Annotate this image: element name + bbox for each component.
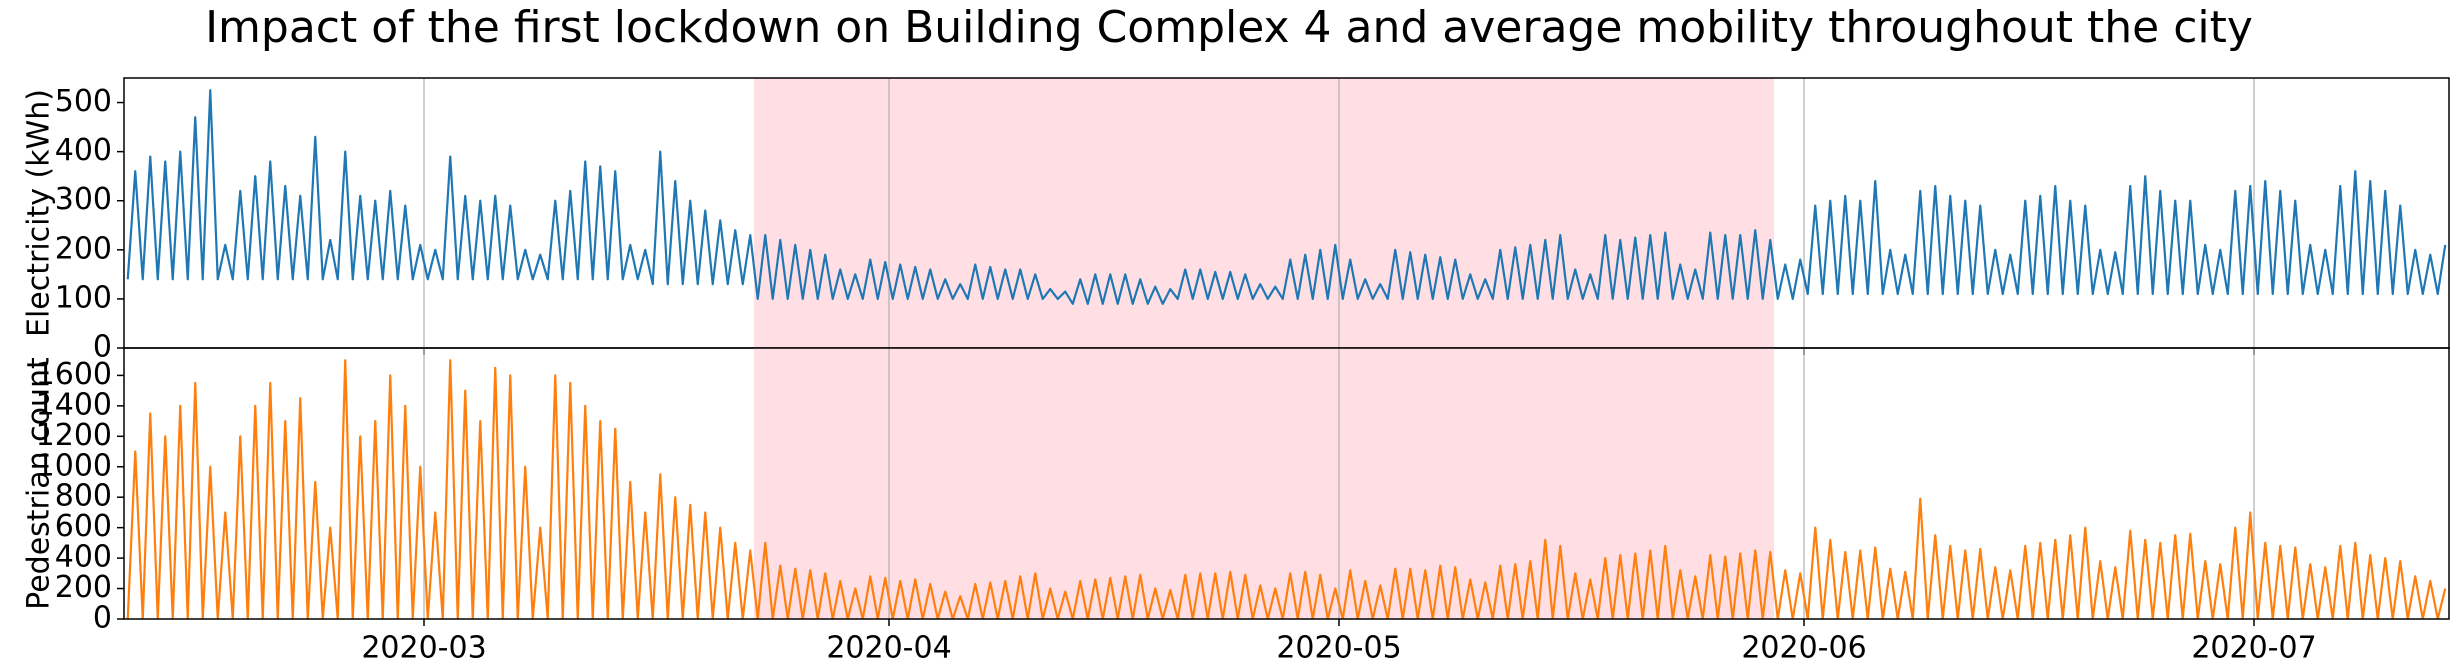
- y-tick-label: 200: [55, 570, 112, 605]
- y-tick-label: 800: [55, 479, 112, 514]
- x-tick-label: 2020-07: [2191, 631, 2316, 666]
- chart-title: Impact of the first lockdown on Building…: [205, 2, 2253, 53]
- y-tick-label: 400: [55, 540, 112, 575]
- y-tick-label: 300: [55, 182, 112, 217]
- y-tick-label: 1000: [36, 448, 112, 483]
- x-tick-label: 2020-03: [361, 631, 486, 666]
- y-tick-label: 200: [55, 231, 112, 266]
- x-tick-label: 2020-06: [1741, 631, 1866, 666]
- x-tick-label: 2020-04: [826, 631, 951, 666]
- y-tick-label: 500: [55, 84, 112, 119]
- y-tick-label: 0: [93, 330, 112, 365]
- plot-frame: [123, 347, 2450, 620]
- y-tick-label: 600: [55, 509, 112, 544]
- y-axis-label: Pedestrian count: [22, 357, 57, 610]
- y-tick-label: 1200: [36, 418, 112, 453]
- y-tick-label: 1600: [36, 357, 112, 392]
- y-tick-label: 0: [93, 601, 112, 636]
- y-tick-label: 100: [55, 280, 112, 315]
- y-tick-label: 400: [55, 133, 112, 168]
- lockdown-span: [754, 78, 1774, 348]
- series-line: [126, 89, 2447, 305]
- y-tick-label: 1400: [36, 387, 112, 422]
- series-line: [126, 359, 2447, 619]
- lockdown-span: [754, 348, 1774, 619]
- x-tick-label: 2020-05: [1276, 631, 1401, 666]
- y-axis-label: Electricity (kWh): [22, 89, 57, 337]
